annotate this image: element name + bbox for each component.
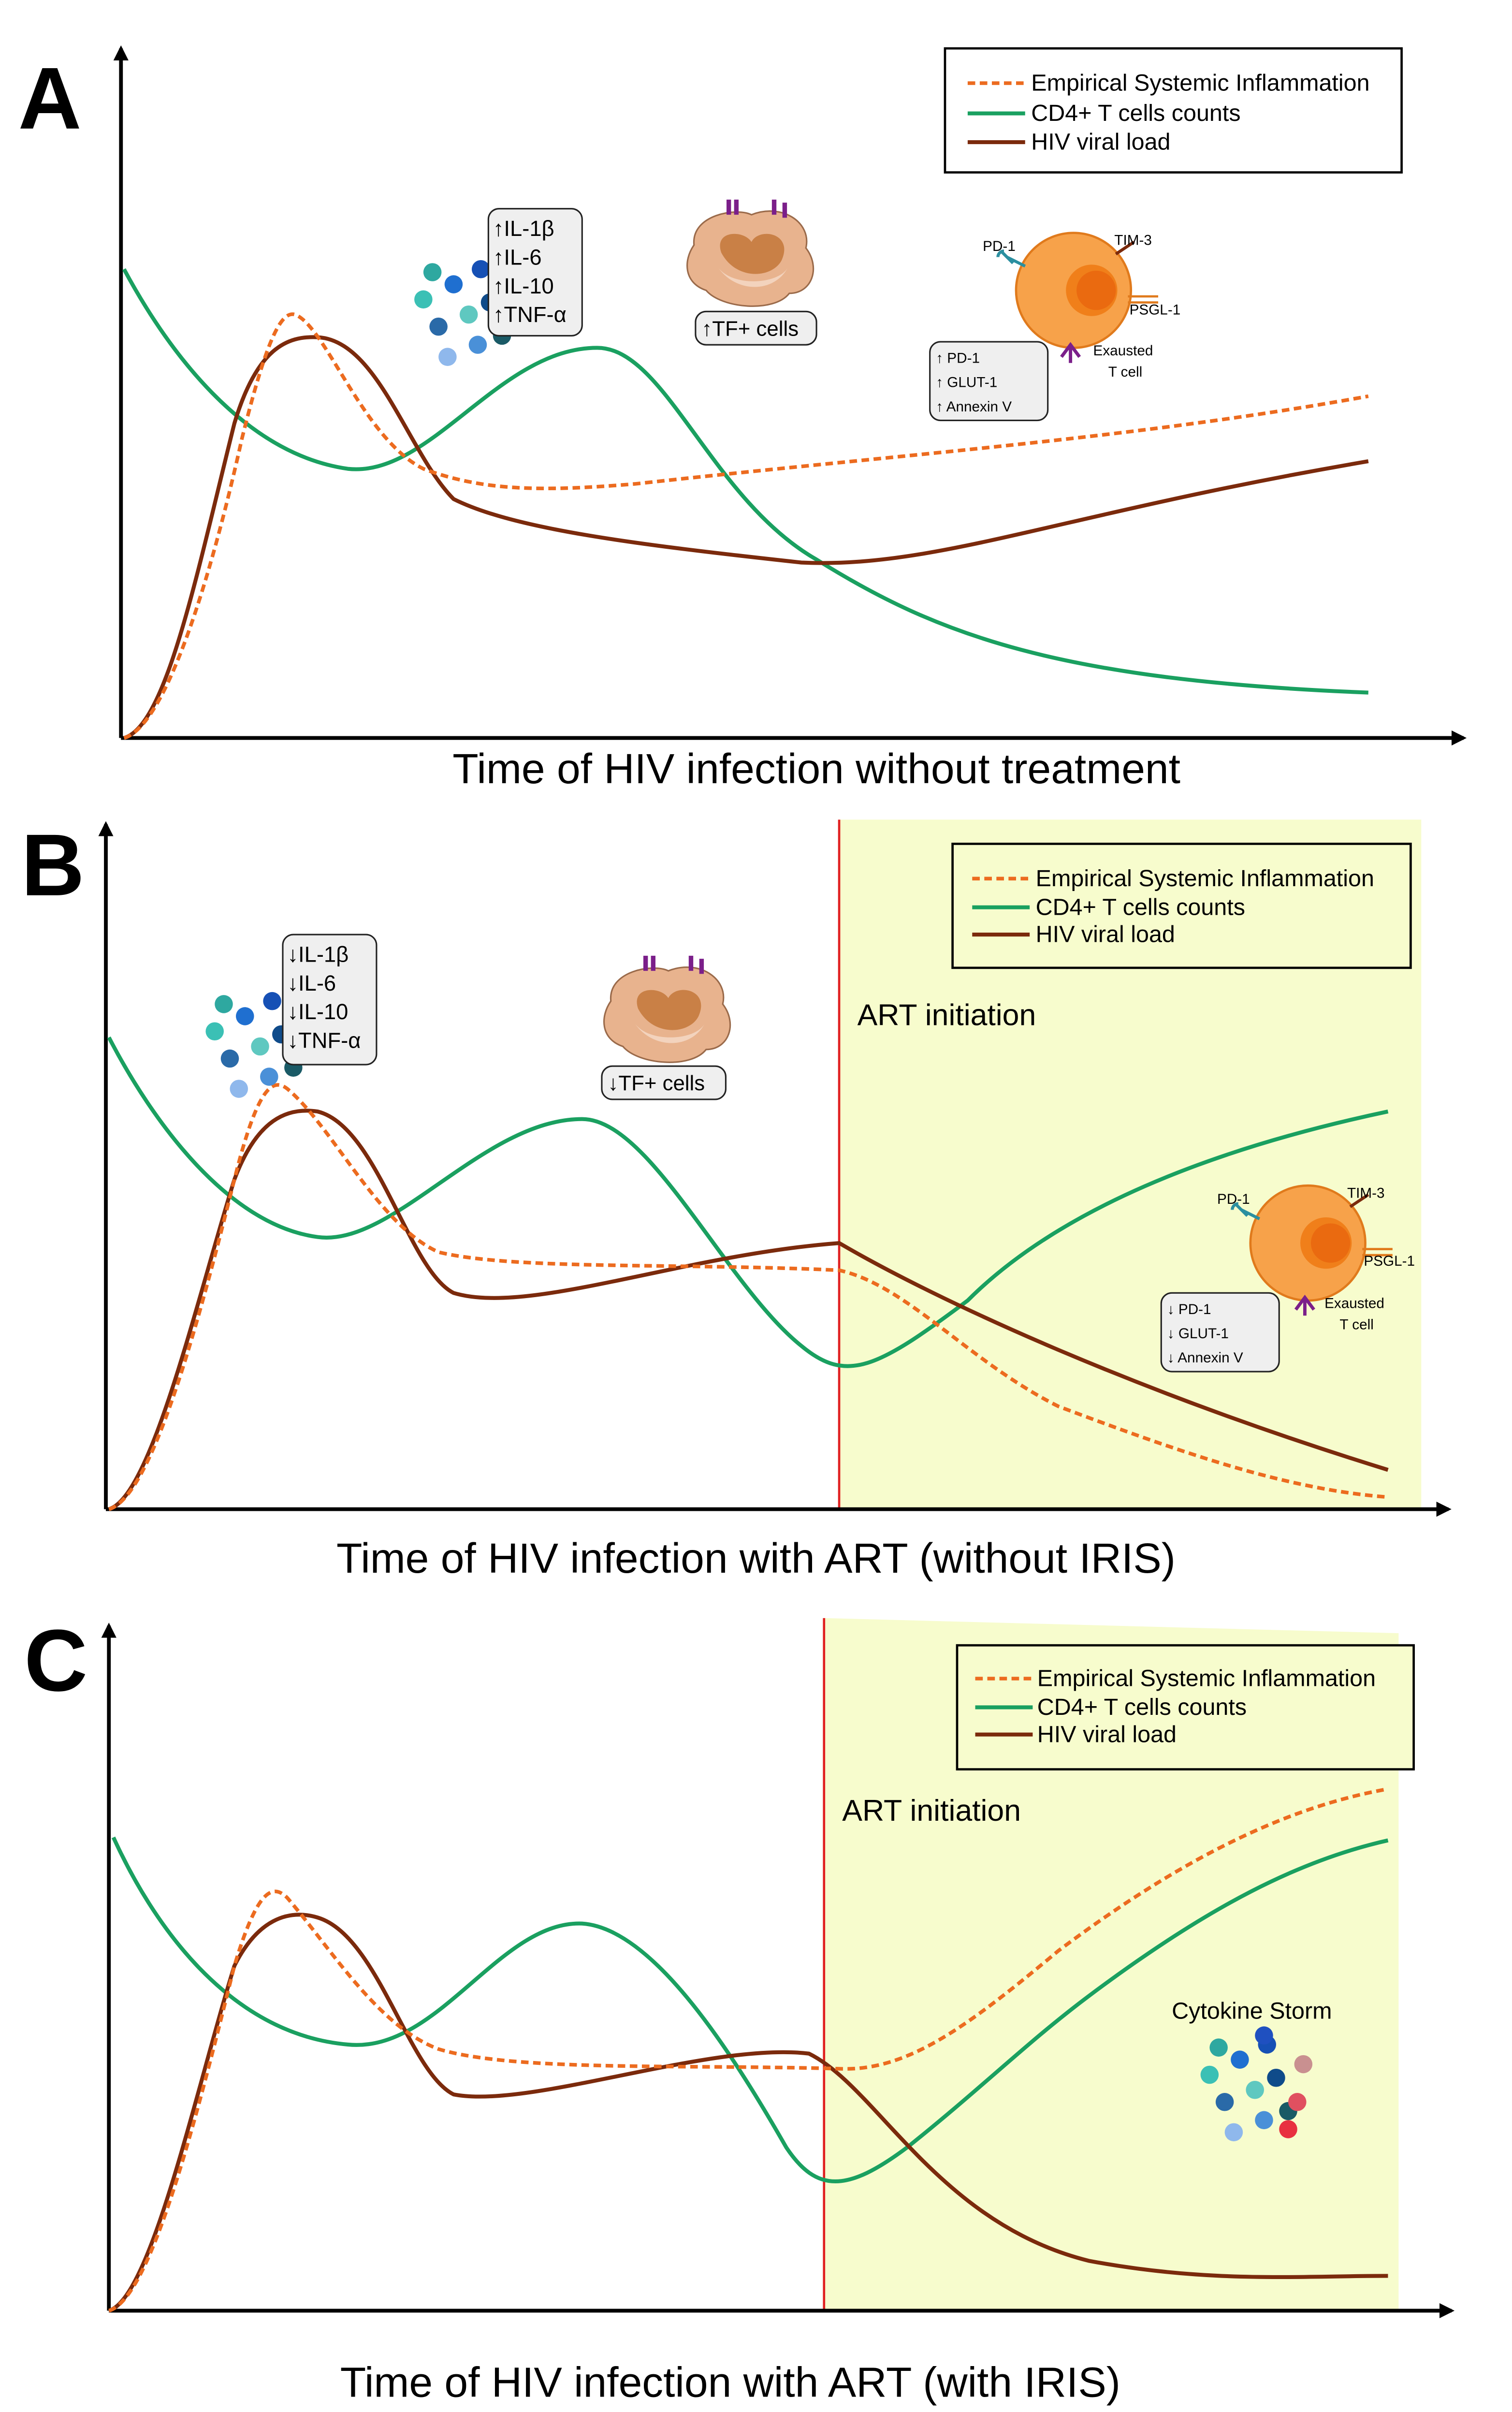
panel-a: A Empirical Systemic Inflammation CD4+ T… xyxy=(18,45,1467,792)
x-axis-label: Time of HIV infection with ART (without … xyxy=(336,1535,1176,1582)
marker: ↓ PD-1 xyxy=(1167,1301,1211,1317)
panel-c: C Empirical Systemic Inflammation CD4+ T… xyxy=(24,1612,1455,2406)
cytokine: ↑IL-6 xyxy=(493,245,542,269)
storm-label: Cytokine Storm xyxy=(1172,1998,1332,2024)
dot xyxy=(1279,2120,1297,2138)
cytokine: ↓IL-6 xyxy=(287,971,336,995)
cytokine-box xyxy=(487,208,583,336)
legend-text: Empirical Systemic Inflammation xyxy=(1031,70,1369,96)
panel-label: B xyxy=(21,817,85,914)
art-region xyxy=(824,1618,1399,2311)
cell-label: TIM-3 xyxy=(1347,1185,1385,1201)
marker: ↑ Annexin V xyxy=(936,399,1012,415)
legend-text: CD4+ T cells counts xyxy=(1037,1694,1247,1720)
cell-label: TIM-3 xyxy=(1114,233,1152,249)
tf-label: ↑TF+ cells xyxy=(701,317,799,340)
cd4-curve xyxy=(111,1836,1389,2183)
marker: ↑ GLUT-1 xyxy=(936,375,997,391)
cd4-curve xyxy=(122,268,1368,695)
panel-label: C xyxy=(24,1612,87,1710)
macrophage xyxy=(687,200,814,306)
legend-text: Empirical Systemic Inflammation xyxy=(1037,1666,1376,1692)
panel-b: B Empirical Systemic Inflammation CD4+ T… xyxy=(21,817,1452,1582)
cell-label: PD-1 xyxy=(983,238,1016,254)
tf-box xyxy=(601,1065,727,1100)
marker-box xyxy=(929,341,1049,422)
cytokine: ↑TNF-α xyxy=(493,302,567,327)
cd4-curve xyxy=(107,1036,1389,1368)
legend-text: CD4+ T cells counts xyxy=(1031,100,1240,126)
macrophage xyxy=(604,956,730,1062)
art-label: ART initiation xyxy=(842,1794,1021,1827)
viral-curve xyxy=(108,1913,1388,2313)
cell-label: T cell xyxy=(1339,1316,1373,1332)
inflammation-curve xyxy=(108,1083,1388,1511)
x-axis-label: Time of HIV infection with ART (with IRI… xyxy=(340,2359,1120,2406)
cell-label: T cell xyxy=(1108,364,1142,380)
inflammation-curve xyxy=(123,312,1369,740)
panel-label: A xyxy=(18,50,82,147)
cell-label: PD-1 xyxy=(1217,1191,1250,1207)
cytokine: ↑IL-1β xyxy=(493,216,554,241)
legend-box xyxy=(944,47,1403,174)
dot xyxy=(1255,2026,1273,2045)
legend-text: CD4+ T cells counts xyxy=(1036,894,1245,920)
inflammation-curve xyxy=(108,1787,1389,2313)
cytokine: ↓IL-1β xyxy=(287,942,349,966)
x-axis-label: Time of HIV infection without treatment xyxy=(452,745,1180,792)
marker: ↓ GLUT-1 xyxy=(1167,1326,1229,1342)
cytokine-box xyxy=(282,934,378,1066)
cell-label: PSGL-1 xyxy=(1130,302,1181,318)
cytokine: ↓IL-10 xyxy=(287,999,348,1024)
viral-curve xyxy=(123,335,1369,740)
marker-box xyxy=(1160,1292,1280,1373)
cytokine: ↑IL-10 xyxy=(493,274,554,298)
dot xyxy=(1294,2055,1313,2074)
tf-label: ↓TF+ cells xyxy=(608,1071,705,1095)
cell-label: Exausted xyxy=(1093,343,1153,359)
dot xyxy=(1288,2093,1307,2111)
marker: ↓ Annexin V xyxy=(1167,1350,1243,1366)
art-label: ART initiation xyxy=(858,998,1036,1032)
tf-box xyxy=(695,310,817,346)
viral-curve xyxy=(108,1109,1389,1511)
legend-text: Empirical Systemic Inflammation xyxy=(1036,865,1374,892)
legend-text: HIV viral load xyxy=(1037,1721,1177,1747)
marker: ↑ PD-1 xyxy=(936,351,980,366)
legend-box xyxy=(956,1644,1415,1770)
legend-text: HIV viral load xyxy=(1036,921,1175,948)
cell-label: Exausted xyxy=(1324,1296,1384,1312)
cytokine: ↓TNF-α xyxy=(287,1028,361,1053)
legend-text: HIV viral load xyxy=(1031,129,1170,155)
cell-label: PSGL-1 xyxy=(1364,1253,1415,1269)
